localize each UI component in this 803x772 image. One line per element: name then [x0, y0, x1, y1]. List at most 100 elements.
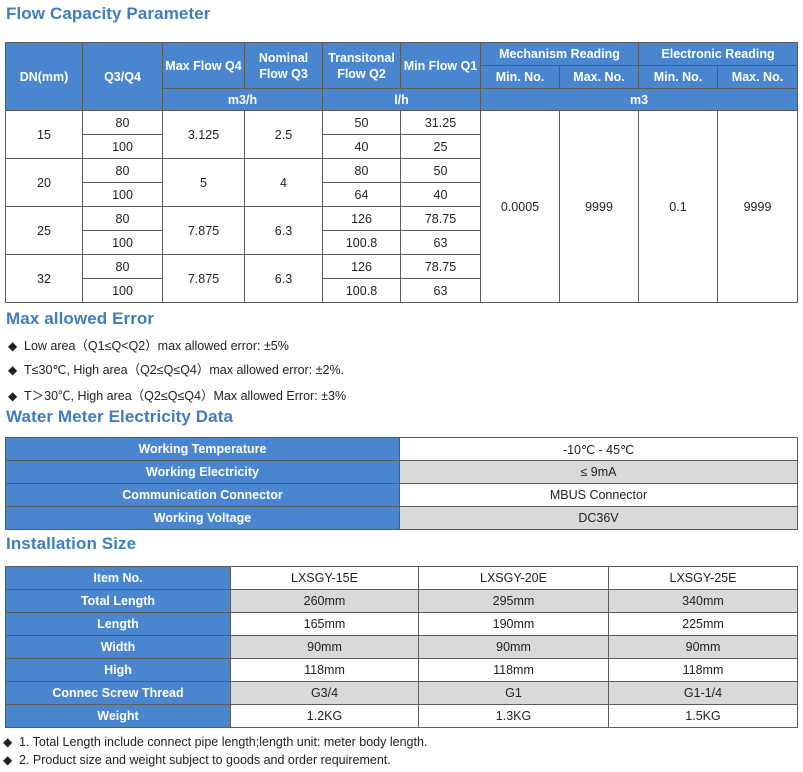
electricity-label: Communication Connector	[5, 483, 400, 507]
electricity-label: Working Electricity	[5, 460, 400, 484]
installation-value: 340mm	[608, 589, 798, 613]
installation-value: 90mm	[418, 635, 609, 659]
installation-value: 190mm	[418, 612, 609, 636]
error-item: ◆ T＞30℃, High area（Q2≤Q≤Q4）Max allowed Er…	[8, 385, 346, 404]
header-nominal-flow: Nominal Flow Q3	[244, 42, 323, 89]
q1-cell: 50	[400, 158, 481, 183]
mech-min-cell: 0.0005	[480, 110, 560, 303]
ratio-cell: 100	[82, 230, 163, 255]
installation-note-text: 2. Product size and weight subject to go…	[19, 753, 391, 767]
q1-cell: 25	[400, 134, 481, 159]
installation-note: ◆ 2. Product size and weight subject to g…	[3, 753, 391, 767]
electricity-value: DC36V	[399, 506, 798, 530]
q2-cell: 126	[322, 206, 401, 231]
dn-cell: 25	[5, 206, 83, 255]
electricity-label: Working Voltage	[5, 506, 400, 530]
model-cell: LXSGY-25E	[608, 566, 798, 590]
diamond-bullet-icon: ◆	[8, 339, 18, 353]
electricity-value: -10℃ - 45℃	[399, 437, 798, 461]
flow-capacity-table: DN(mm) Q3/Q4 Max Flow Q4 Nominal Flow Q3…	[5, 42, 799, 303]
q2-cell: 64	[322, 182, 401, 207]
q2-cell: 100.8	[322, 278, 401, 303]
header-mechanism-reading: Mechanism Reading	[480, 42, 639, 66]
ratio-cell: 80	[82, 110, 163, 135]
installation-value: 1.3KG	[418, 704, 609, 728]
electricity-section-title: Water Meter Electricity Data	[6, 407, 234, 426]
q2-cell: 50	[322, 110, 401, 135]
header-electronic-reading: Electronic Reading	[637, 42, 799, 66]
installation-value: G1-1/4	[608, 681, 798, 705]
q3-cell: 2.5	[244, 110, 323, 159]
electricity-value: ≤ 9mA	[399, 460, 798, 484]
error-item: ◆ T≤30℃, High area（Q2≤Q≤Q4）max allowed er…	[8, 359, 344, 378]
q4-cell: 7.875	[162, 254, 245, 303]
installation-value: 118mm	[230, 658, 419, 682]
ratio-cell: 100	[82, 278, 163, 303]
q3-cell: 6.3	[244, 254, 323, 303]
q2-cell: 126	[322, 254, 401, 279]
q3-cell: 4	[244, 158, 323, 207]
error-item-text: T＞30℃, High area（Q2≤Q≤Q4）Max allowed Err…	[24, 389, 347, 403]
ratio-cell: 80	[82, 206, 163, 231]
installation-size-table: Item No. LXSGY-15E LXSGY-20E LXSGY-25E T…	[5, 566, 798, 728]
installation-value: 118mm	[608, 658, 798, 682]
q1-cell: 63	[400, 230, 481, 255]
dn-cell: 15	[5, 110, 83, 159]
electricity-value: MBUS Connector	[399, 483, 798, 507]
installation-row-label: High	[5, 658, 231, 682]
header-mech-min-no: Min. No.	[480, 65, 560, 89]
flow-section-title: Flow Capacity Parameter	[6, 4, 211, 23]
elec-max-cell: 9999	[716, 110, 799, 303]
installation-value: 260mm	[230, 589, 419, 613]
header-elec-min-no: Min. No.	[638, 65, 718, 89]
header-dn: DN(mm)	[5, 42, 83, 111]
installation-value: G3/4	[230, 681, 419, 705]
installation-value: 1.2KG	[230, 704, 419, 728]
header-min-flow: Min Flow Q1	[400, 42, 481, 89]
installation-row-label: Connec Screw Thread	[5, 681, 231, 705]
ratio-cell: 100	[82, 182, 163, 207]
header-mech-max-no: Max. No.	[559, 65, 639, 89]
q1-cell: 40	[400, 182, 481, 207]
dn-cell: 32	[5, 254, 83, 303]
installation-value: 1.5KG	[608, 704, 798, 728]
header-elec-max-no: Max. No.	[716, 65, 799, 89]
header-max-flow: Max Flow Q4	[162, 42, 245, 89]
q1-cell: 63	[400, 278, 481, 303]
installation-section-title: Installation Size	[6, 534, 137, 553]
diamond-bullet-icon: ◆	[3, 735, 13, 749]
error-item: ◆ Low area（Q1≤Q<Q2）max allowed error: ±5%	[8, 335, 289, 354]
installation-header-label: Item No.	[5, 566, 231, 590]
dn-cell: 20	[5, 158, 83, 207]
installation-note-text: 1. Total Length include connect pipe len…	[19, 735, 428, 749]
q4-cell: 3.125	[162, 110, 245, 159]
header-unit-m3h: m3/h	[162, 88, 323, 111]
model-cell: LXSGY-20E	[418, 566, 609, 590]
installation-value: 118mm	[418, 658, 609, 682]
diamond-bullet-icon: ◆	[8, 363, 18, 377]
error-item-text: T≤30℃, High area（Q2≤Q≤Q4）max allowed err…	[24, 363, 345, 377]
header-unit-m3: m3	[479, 88, 799, 111]
elec-min-cell: 0.1	[638, 110, 718, 303]
installation-value: G1	[418, 681, 609, 705]
q1-cell: 78.75	[400, 254, 481, 279]
model-cell: LXSGY-15E	[230, 566, 419, 590]
q1-cell: 31.25	[400, 110, 481, 135]
diamond-bullet-icon: ◆	[8, 389, 18, 403]
installation-row-label: Total Length	[5, 589, 231, 613]
installation-row-label: Weight	[5, 704, 231, 728]
q1-cell: 78.75	[400, 206, 481, 231]
ratio-cell: 80	[82, 158, 163, 183]
ratio-cell: 80	[82, 254, 163, 279]
installation-note: ◆ 1. Total Length include connect pipe le…	[3, 735, 427, 749]
installation-value: 90mm	[608, 635, 798, 659]
header-q3q4: Q3/Q4	[82, 42, 163, 111]
q4-cell: 7.875	[162, 206, 245, 255]
electricity-label: Working Temperature	[5, 437, 400, 461]
diamond-bullet-icon: ◆	[3, 753, 13, 767]
q2-cell: 40	[322, 134, 401, 159]
installation-value: 165mm	[230, 612, 419, 636]
installation-row-label: Width	[5, 635, 231, 659]
ratio-cell: 100	[82, 134, 163, 159]
installation-value: 90mm	[230, 635, 419, 659]
